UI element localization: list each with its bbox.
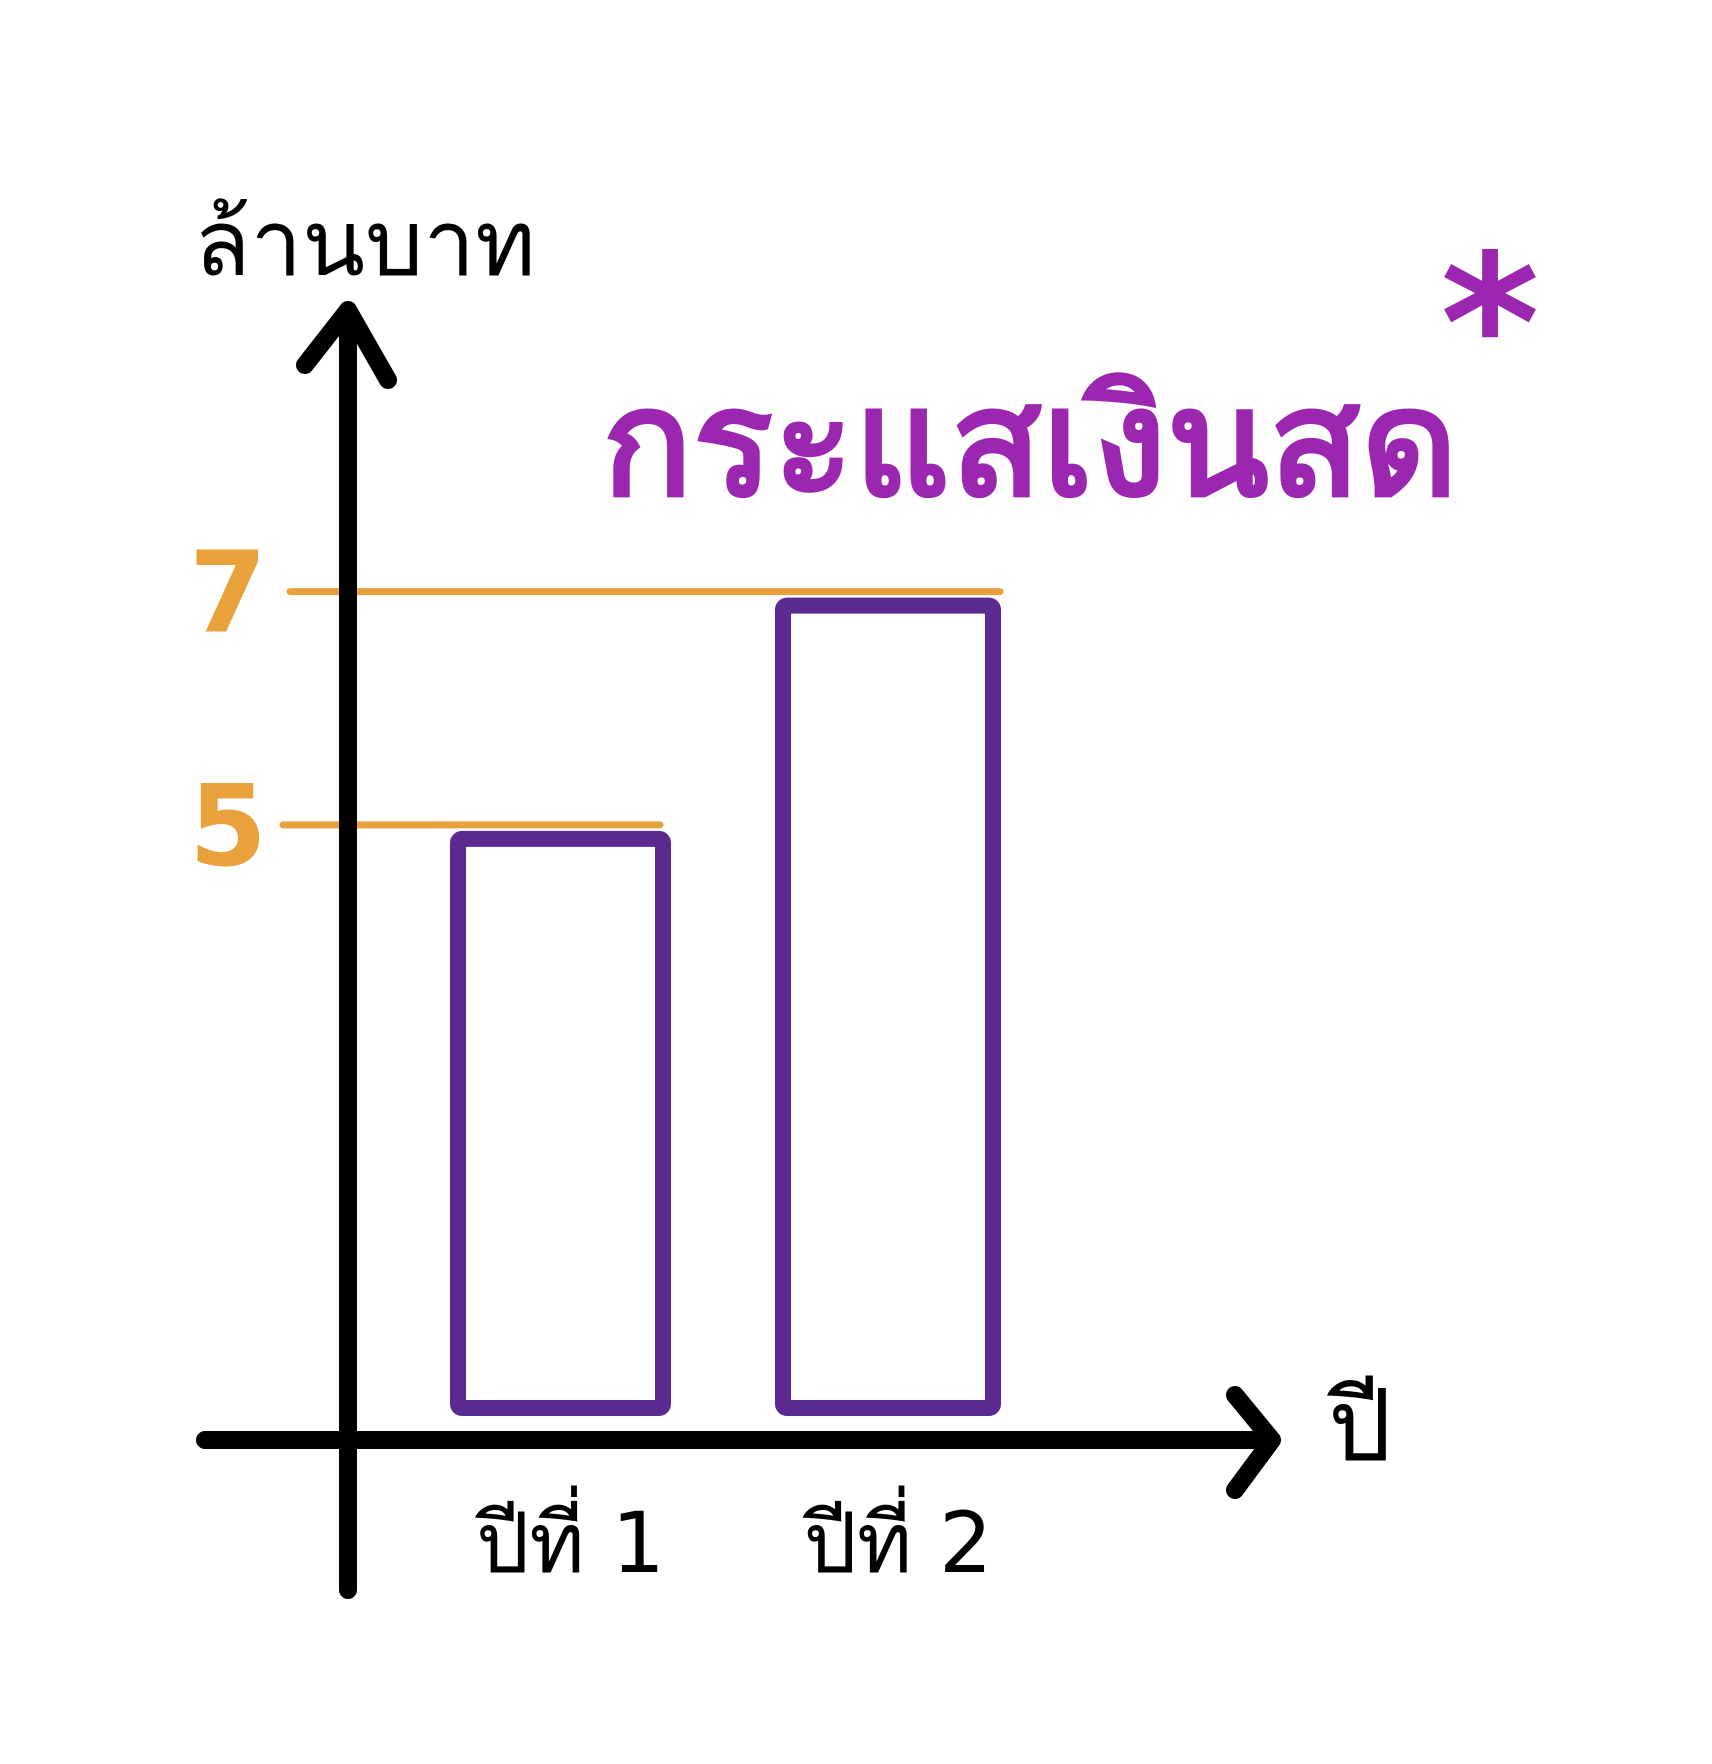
y-axis-label: ล้านบาท xyxy=(194,190,536,297)
bar-1 xyxy=(450,830,671,1416)
bars xyxy=(450,597,1001,1416)
category-label-2: ปีที่ 2 xyxy=(802,1485,993,1592)
bar-2 xyxy=(775,597,1001,1416)
category-label-1: ปีที่ 1 xyxy=(474,1485,665,1592)
title-asterisk: * xyxy=(1440,214,1539,435)
category-labels: ปีที่ 1 ปีที่ 2 xyxy=(474,1485,992,1592)
reference-label-7: 7 xyxy=(189,529,267,659)
y-axis-arrow-icon xyxy=(296,301,397,389)
chart-title: กระแสเงินสด xyxy=(602,357,1458,531)
axes xyxy=(196,301,1281,1599)
x-axis-arrow-icon xyxy=(1226,1386,1281,1499)
x-axis-label: ปี xyxy=(1327,1367,1392,1484)
reference-label-5: 5 xyxy=(189,762,267,892)
reference-lines: 75 xyxy=(189,529,1004,892)
